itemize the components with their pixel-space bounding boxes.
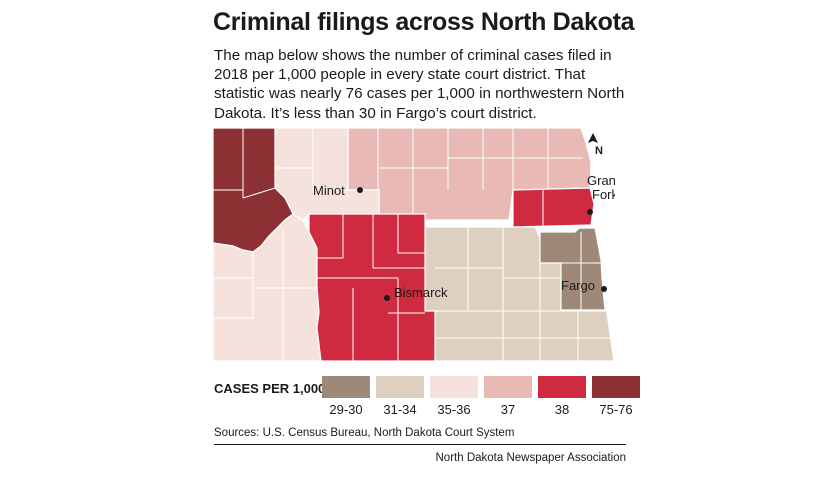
intro-text: The map below shows the number of crimin… xyxy=(214,47,625,122)
legend-label: 35-36 xyxy=(437,402,471,417)
grand-forks-dot xyxy=(587,209,593,215)
legend-swatch xyxy=(592,376,640,398)
legend-item: 31-34 xyxy=(376,376,426,417)
north-dakota-map: Minot Grand Forks Bismarck Fargo N xyxy=(213,128,615,362)
legend-item: 75-76 xyxy=(592,376,642,417)
map-title: Criminal filings across North Dakota xyxy=(213,8,635,36)
county-lines xyxy=(213,128,614,361)
grand-forks-label-line2: Forks xyxy=(592,187,615,202)
legend-label: 75-76 xyxy=(599,402,633,417)
district-northeast-central xyxy=(512,187,595,228)
legend-label: 31-34 xyxy=(383,402,417,417)
north-arrow-icon: N xyxy=(588,133,603,157)
legend-swatch xyxy=(376,376,424,398)
legend-label: 29-30 xyxy=(329,402,363,417)
legend-item: 29-30 xyxy=(322,376,372,417)
fargo-label: Fargo xyxy=(561,278,595,293)
grand-forks-label-line1: Grand xyxy=(587,173,615,188)
sources-note: Sources: U.S. Census Bureau, North Dakot… xyxy=(214,427,515,439)
bismarck-dot xyxy=(384,295,390,301)
legend-swatch xyxy=(538,376,586,398)
divider xyxy=(214,444,626,445)
credit-line: North Dakota Newspaper Association xyxy=(435,452,627,464)
legend-label: 38 xyxy=(554,402,570,417)
fargo-dot xyxy=(601,286,607,292)
map-svg: Minot Grand Forks Bismarck Fargo N xyxy=(213,128,615,362)
legend-item: 37 xyxy=(484,376,534,417)
bismarck-label: Bismarck xyxy=(394,285,448,300)
minot-dot xyxy=(357,187,363,193)
legend-swatch xyxy=(430,376,478,398)
north-label: N xyxy=(595,145,603,157)
legend-swatch xyxy=(484,376,532,398)
legend-title: CASES PER 1,000 xyxy=(214,381,326,396)
legend-item: 38 xyxy=(538,376,588,417)
district-east-central xyxy=(539,227,606,311)
district-south-central xyxy=(308,213,436,362)
legend-item: 35-36 xyxy=(430,376,480,417)
legend-swatch xyxy=(322,376,370,398)
legend-label: 37 xyxy=(500,402,516,417)
minot-label: Minot xyxy=(313,183,345,198)
